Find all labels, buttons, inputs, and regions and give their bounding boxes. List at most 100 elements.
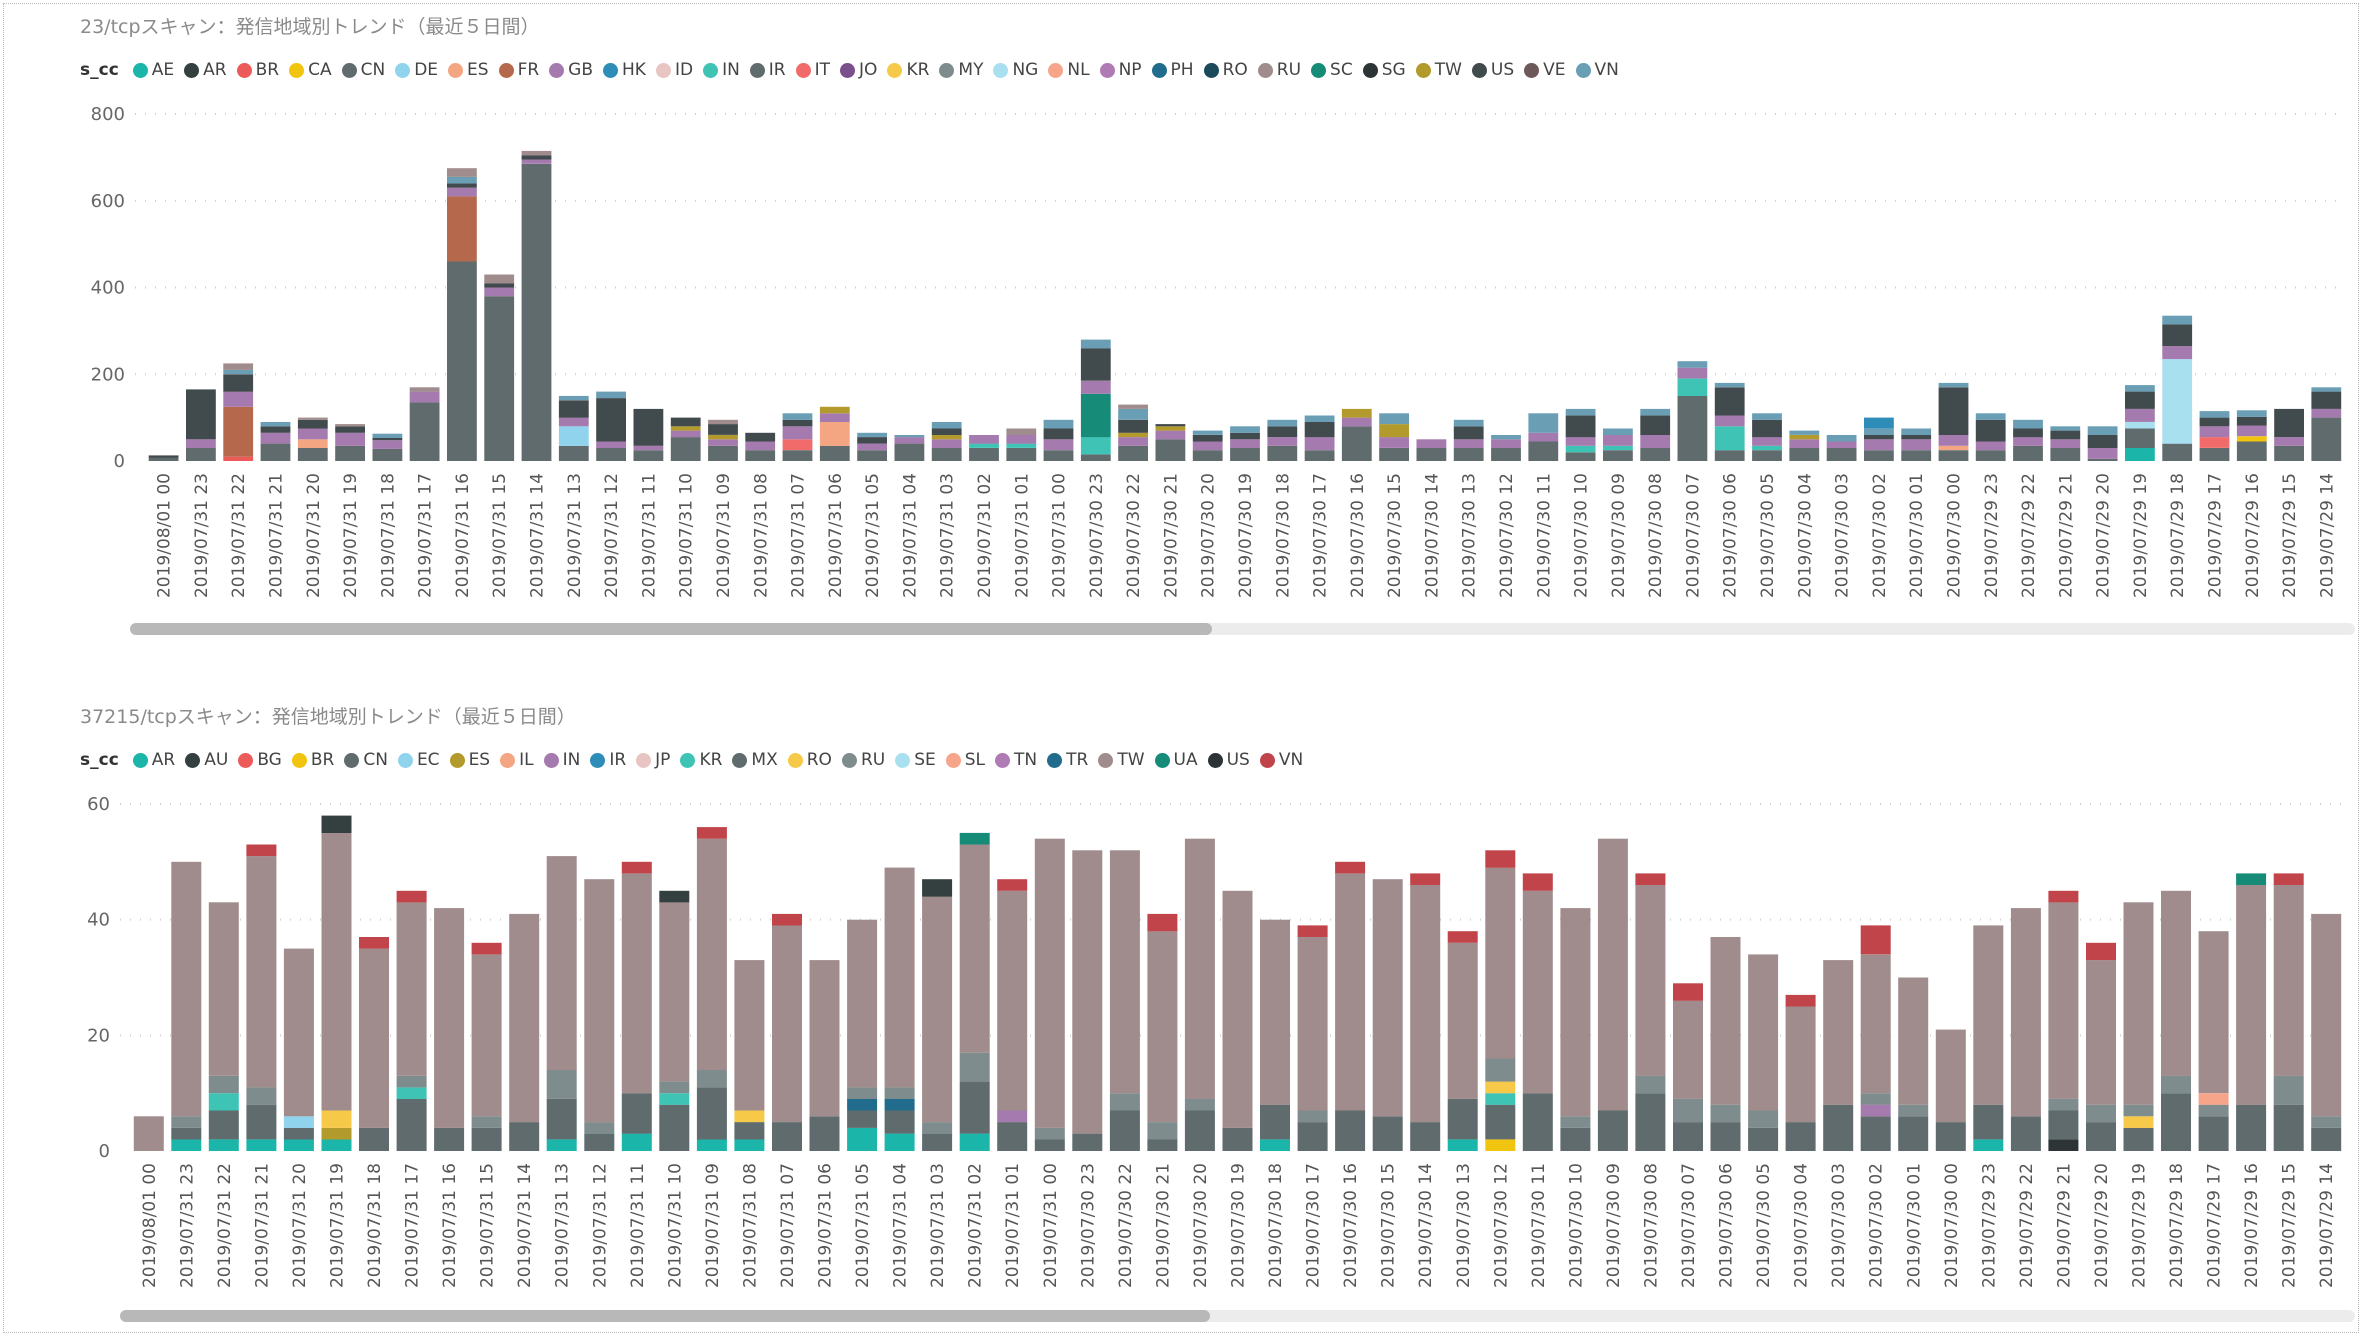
- bar-segment-CN[interactable]: [2013, 445, 2043, 461]
- bar-segment-RU[interactable]: [2123, 1104, 2154, 1117]
- bar-segment-CN[interactable]: [1677, 395, 1708, 461]
- bar-segment-AR[interactable]: [283, 1139, 314, 1151]
- legend-item[interactable]: IR: [590, 750, 626, 770]
- bar-segment-US[interactable]: [1714, 387, 1745, 416]
- bar-segment-TW[interactable]: [2273, 885, 2304, 1076]
- bar-segment-TW[interactable]: [1560, 908, 1591, 1117]
- bar-segment-CN[interactable]: [1752, 450, 1782, 461]
- bar-segment-CN[interactable]: [1522, 1093, 1553, 1151]
- bar-segment-GB[interactable]: [2311, 408, 2342, 418]
- bar-segment-GB[interactable]: [1901, 439, 1932, 451]
- bar-segment-CN[interactable]: [1222, 1127, 1253, 1151]
- bar-segment-GB[interactable]: [1155, 430, 1186, 440]
- bar-segment-GB[interactable]: [1043, 439, 1074, 451]
- bar-segment-TW[interactable]: [396, 902, 427, 1076]
- bar-segment-TW[interactable]: [1973, 925, 2004, 1105]
- bar-segment-GB[interactable]: [1230, 439, 1260, 448]
- bar-segment-IN[interactable]: [1714, 426, 1745, 451]
- bar-segment-CN[interactable]: [1528, 441, 1559, 462]
- bar-segment-GB[interactable]: [335, 432, 365, 446]
- bar-segment-VN[interactable]: [260, 422, 291, 427]
- bar-segment-TW[interactable]: [847, 919, 878, 1088]
- bar-segment-CN[interactable]: [1864, 450, 1894, 461]
- bar-segment-CN[interactable]: [186, 448, 216, 461]
- bar-segment-TW[interactable]: [208, 902, 239, 1076]
- bar-segment-CN[interactable]: [1560, 1127, 1591, 1151]
- bar-segment-TW[interactable]: [321, 832, 352, 1111]
- bar-segment-CN[interactable]: [1860, 1116, 1891, 1151]
- bar-segment-US[interactable]: [1640, 415, 1671, 436]
- legend-item[interactable]: UA: [1154, 750, 1198, 770]
- bar-segment-GB[interactable]: [1714, 415, 1745, 427]
- bar-segment-TW[interactable]: [659, 902, 690, 1082]
- bar-segment-GB[interactable]: [745, 441, 776, 451]
- bar-segment-VN[interactable]: [372, 433, 403, 438]
- legend-item[interactable]: VE: [1524, 60, 1566, 80]
- bar-segment-RU[interactable]: [1006, 428, 1037, 436]
- legend-item[interactable]: EC: [397, 750, 440, 770]
- bar-segment-US[interactable]: [2311, 391, 2342, 409]
- bar-segment-GB[interactable]: [782, 426, 813, 440]
- bar-segment-CN[interactable]: [1072, 1133, 1103, 1151]
- bar-segment-US[interactable]: [2048, 1139, 2079, 1151]
- bar-segment-AR[interactable]: [621, 1133, 652, 1151]
- bar-segment-CN[interactable]: [2198, 1116, 2229, 1151]
- bar-segment-RU[interactable]: [847, 1087, 878, 1099]
- bar-segment-UA[interactable]: [959, 832, 990, 845]
- bar-segment-GB[interactable]: [1864, 439, 1894, 451]
- bar-segment-TW[interactable]: [1710, 937, 1741, 1105]
- bar-segment-US[interactable]: [260, 426, 291, 433]
- bar-segment-TW[interactable]: [708, 435, 738, 440]
- bar-segment-CN[interactable]: [171, 1127, 202, 1140]
- bar-segment-RU[interactable]: [447, 168, 477, 177]
- bar-segment-VN[interactable]: [1640, 408, 1671, 416]
- bar-segment-TW[interactable]: [1034, 838, 1065, 1128]
- bar-segment-VN[interactable]: [1485, 850, 1516, 868]
- bar-segment-KR[interactable]: [1485, 1093, 1516, 1105]
- bar-segment-RU[interactable]: [1109, 1093, 1140, 1111]
- bar-segment-CN[interactable]: [1341, 426, 1372, 461]
- bar-segment-VN[interactable]: [1335, 861, 1366, 874]
- bar-segment-CN[interactable]: [1635, 1093, 1666, 1151]
- bar-segment-CN[interactable]: [696, 1087, 727, 1140]
- horizontal-scrollbar[interactable]: [120, 1310, 2355, 1322]
- bar-segment-CN[interactable]: [1184, 1110, 1215, 1152]
- bar-segment-CN[interactable]: [1565, 452, 1596, 461]
- bar-segment-SC[interactable]: [1080, 393, 1111, 438]
- legend-item[interactable]: VN: [1259, 750, 1303, 770]
- bar-segment-TW[interactable]: [1673, 1000, 1703, 1099]
- bar-segment-GB[interactable]: [1379, 437, 1409, 448]
- bar-segment-EC[interactable]: [283, 1116, 314, 1128]
- bar-segment-AR[interactable]: [734, 1139, 765, 1151]
- bar-segment-HK[interactable]: [1864, 417, 1894, 429]
- horizontal-scrollbar[interactable]: [130, 623, 2355, 635]
- bar-segment-VN[interactable]: [359, 937, 389, 949]
- bar-segment-GB[interactable]: [1304, 437, 1335, 451]
- bar-segment-RU[interactable]: [2198, 1104, 2229, 1117]
- bar-segment-VN[interactable]: [1491, 435, 1521, 440]
- bar-segment-AR[interactable]: [546, 1139, 577, 1151]
- bar-segment-BR[interactable]: [223, 456, 254, 461]
- bar-segment-VN[interactable]: [1635, 873, 1666, 885]
- bar-segment-CN[interactable]: [1973, 1104, 2004, 1140]
- bar-segment-VN[interactable]: [2048, 890, 2079, 903]
- bar-segment-US[interactable]: [558, 400, 589, 418]
- bar-segment-VN[interactable]: [2086, 942, 2116, 961]
- bar-segment-CN[interactable]: [857, 450, 887, 461]
- bar-segment-CN[interactable]: [894, 443, 925, 461]
- legend-item[interactable]: TR: [1047, 750, 1088, 770]
- legend-item[interactable]: SL: [945, 750, 985, 770]
- bar-segment-TW[interactable]: [1522, 890, 1553, 1094]
- bar-segment-US[interactable]: [670, 417, 701, 427]
- bar-segment-VN[interactable]: [782, 413, 813, 420]
- bar-segment-TW[interactable]: [1372, 879, 1403, 1117]
- bar-segment-TW[interactable]: [1155, 426, 1186, 431]
- bar-segment-TW[interactable]: [2236, 885, 2267, 1105]
- bar-segment-GB[interactable]: [2087, 448, 2118, 459]
- bar-segment-CN[interactable]: [1898, 1116, 1929, 1151]
- bar-segment-CN[interactable]: [2087, 458, 2118, 461]
- bar-segment-CN[interactable]: [1491, 448, 1521, 461]
- bar-segment-TW[interactable]: [1260, 919, 1290, 1105]
- bar-segment-VN[interactable]: [1860, 925, 1891, 955]
- legend-item[interactable]: MX: [732, 750, 778, 770]
